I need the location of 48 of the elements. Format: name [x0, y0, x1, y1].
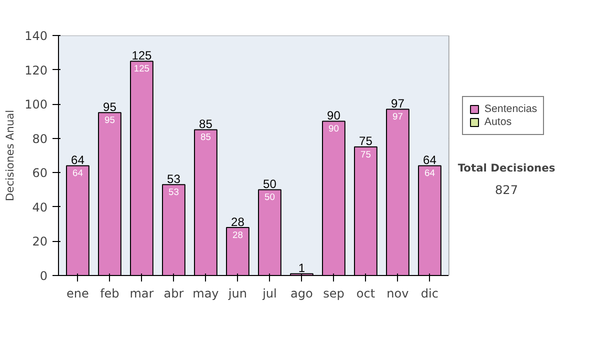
y-tick-label: 120 [24, 63, 48, 78]
data-label: 90 [328, 124, 339, 134]
y-tick-label: 20 [32, 234, 48, 249]
data-label: 95 [104, 115, 115, 126]
total-label: 95 [103, 100, 117, 114]
data-label: 125 [134, 64, 150, 74]
x-tick-label: ago [290, 286, 313, 300]
x-tick-label: ene [66, 286, 89, 300]
data-label: 64 [424, 168, 435, 178]
total-label: 64 [71, 153, 85, 168]
total-label: 85 [199, 117, 213, 132]
total-label: 75 [359, 134, 373, 148]
data-label: 28 [232, 230, 243, 240]
total-label: 28 [231, 214, 245, 229]
x-tick-label: mar [130, 286, 154, 300]
total-label: 97 [391, 96, 405, 110]
x-tick-label: dic [420, 286, 438, 300]
y-tick-label: 100 [24, 98, 48, 112]
text: 827 [495, 182, 518, 197]
x-tick-label: abr [164, 286, 184, 300]
x-tick-label: nov [386, 286, 409, 300]
x-tick-label: feb [100, 286, 120, 300]
y-tick-label: 140 [24, 29, 48, 43]
total-label: 50 [263, 177, 277, 192]
x-tick-label: jul [262, 286, 277, 300]
legend-label: Autos [484, 116, 512, 128]
total-label: 1 [298, 261, 306, 276]
y-tick-label: 0 [40, 269, 48, 283]
x-tick-label: sep [323, 286, 344, 300]
data-label: 75 [360, 149, 371, 160]
data-label: 97 [392, 112, 403, 122]
y-tick-label: 40 [32, 200, 48, 214]
data-label: 85 [200, 132, 211, 142]
data-label: 64 [72, 168, 83, 178]
x-tick-label: oct [356, 286, 376, 300]
legend-label: Sentencias [484, 103, 538, 115]
x-tick-label: jun [227, 286, 247, 300]
text: Total Decisiones [458, 162, 556, 175]
total-label: 53 [167, 172, 181, 186]
x-tick-label: may [192, 286, 219, 300]
y-tick-label: 60 [32, 166, 48, 180]
total-label: 125 [132, 48, 152, 62]
y-axis-title: Decisiones Anual [4, 110, 17, 202]
y-tick-label: 80 [32, 132, 48, 146]
data-label: 53 [168, 187, 179, 198]
total-label: 64 [423, 153, 437, 168]
data-label: 50 [264, 192, 275, 202]
total-label: 90 [327, 108, 341, 122]
